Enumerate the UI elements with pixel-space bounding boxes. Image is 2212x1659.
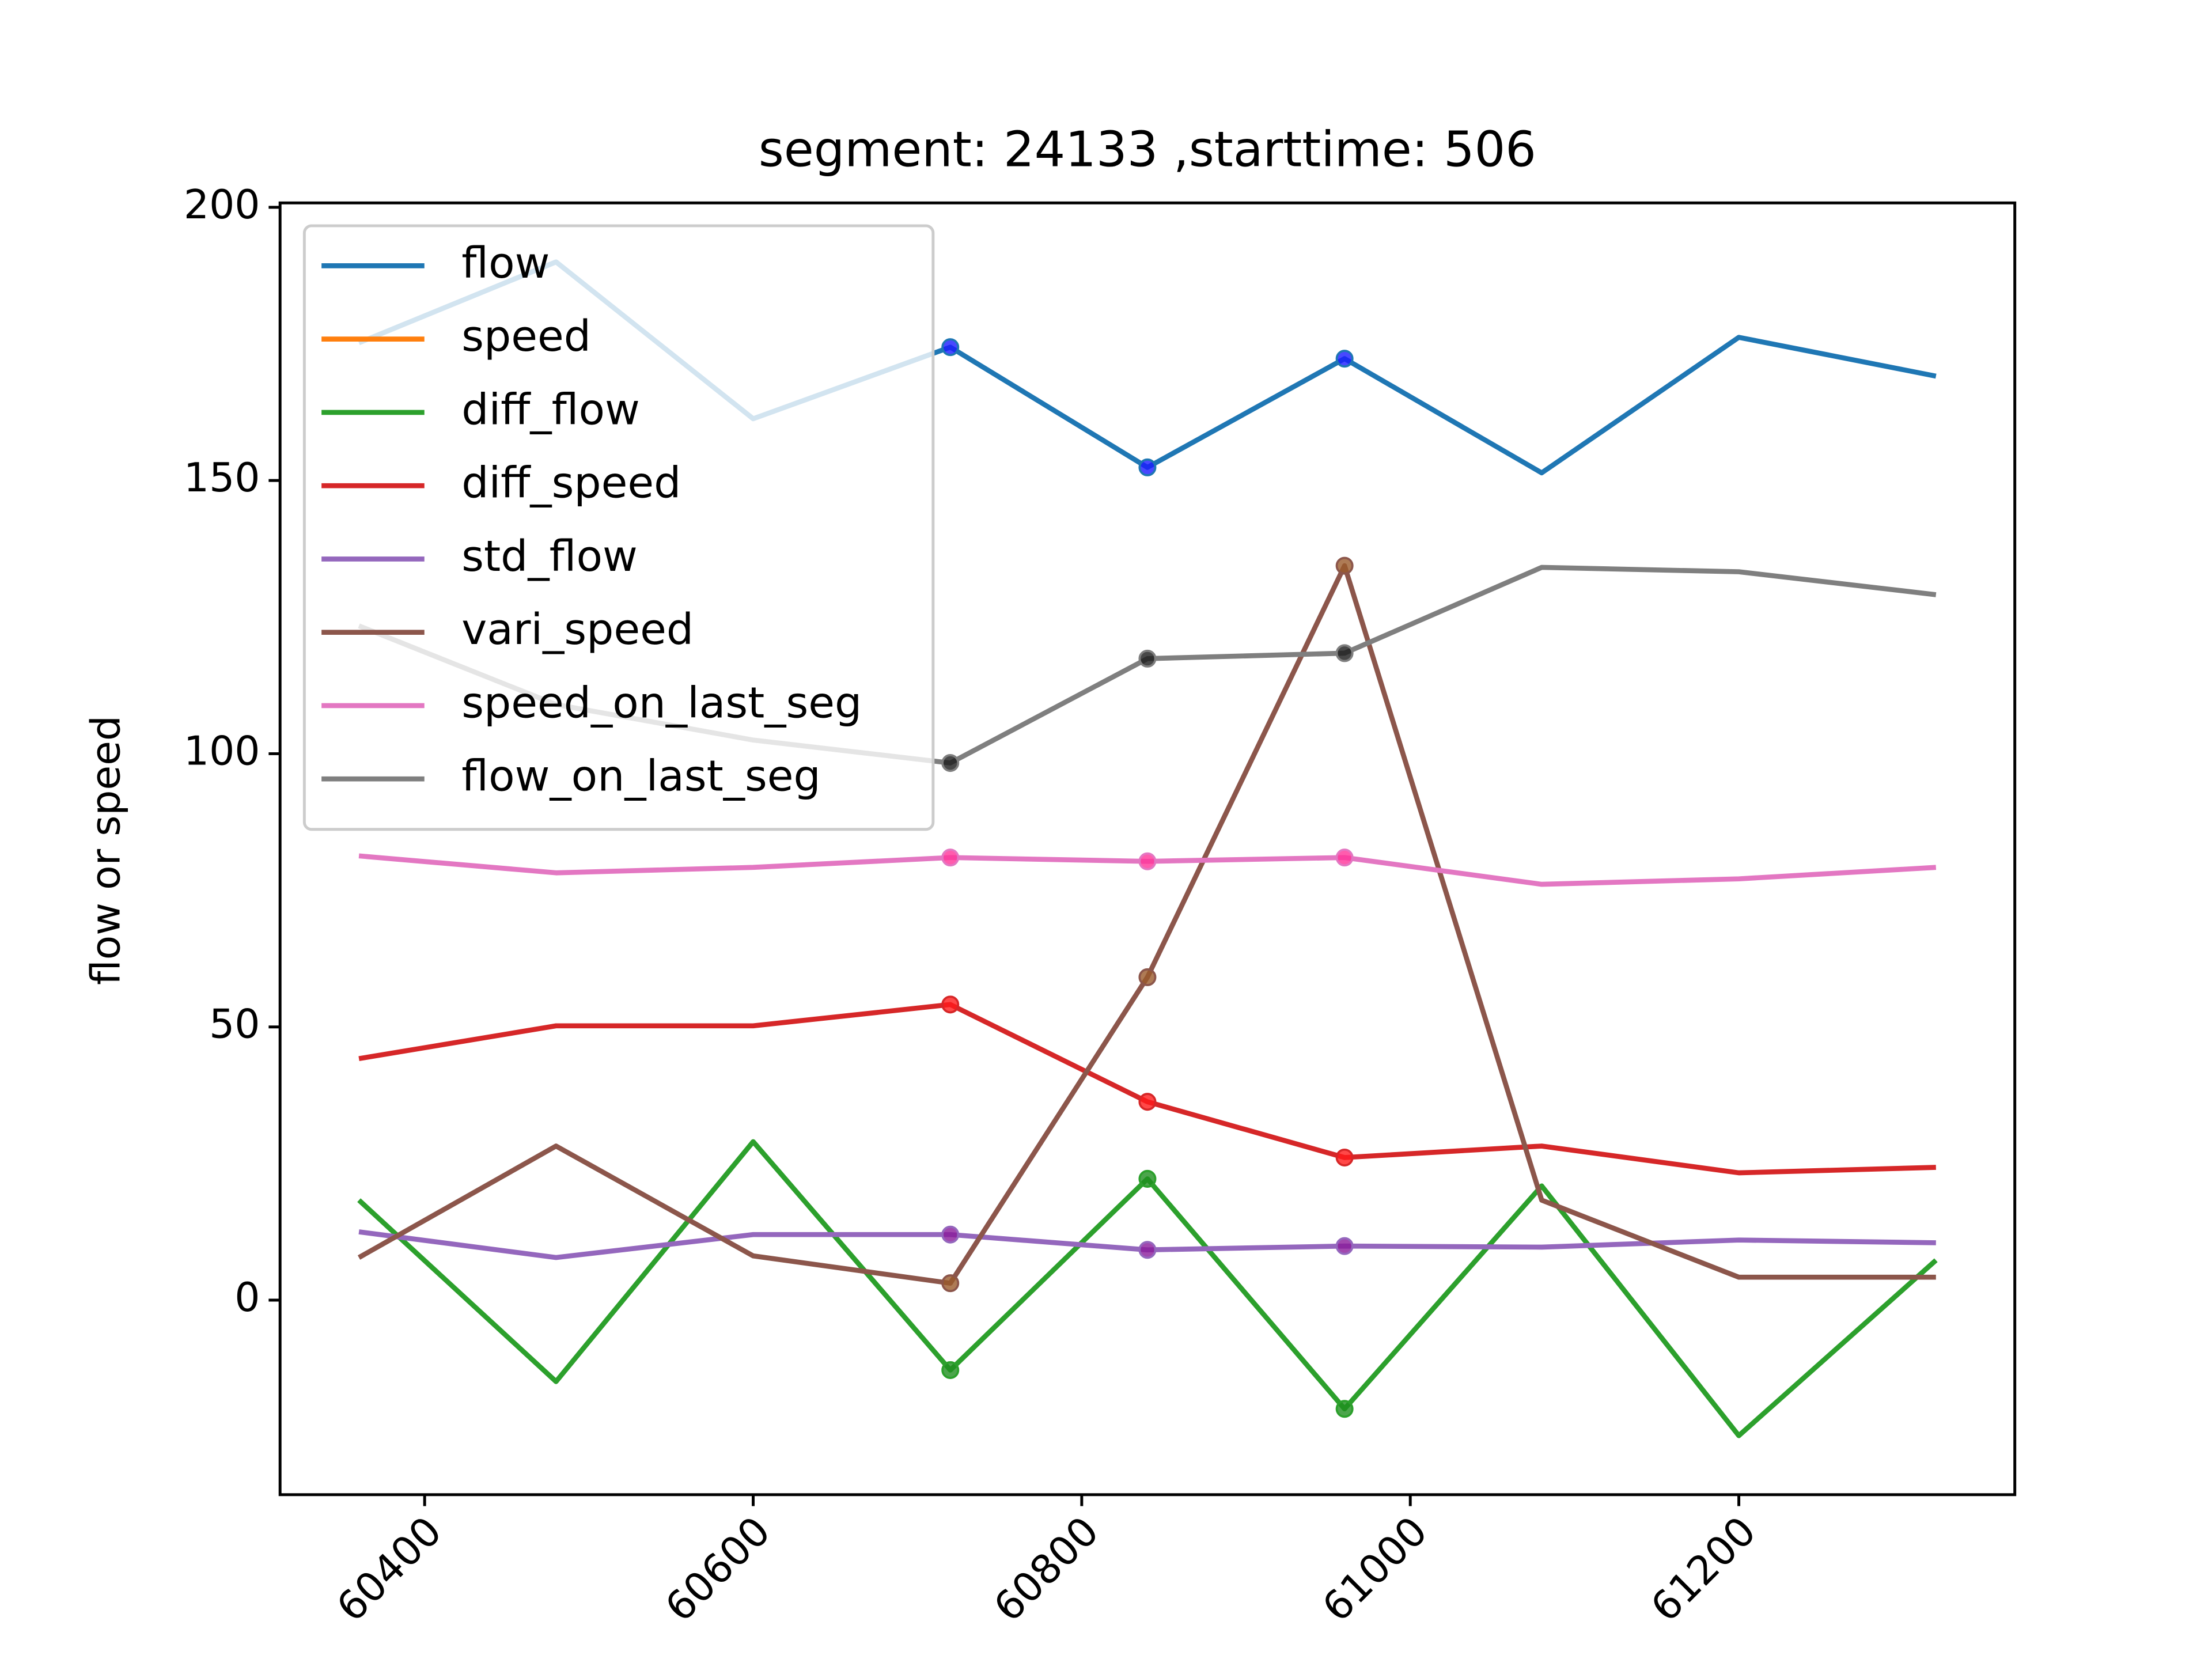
legend-label: std_flow [461, 531, 638, 581]
y-tick-label: 200 [184, 182, 260, 228]
legend-label: speed_on_last_seg [461, 677, 862, 728]
legend: flow speed diff_flow diff_speed std_flowvari… [302, 224, 935, 831]
series-marker [1138, 1241, 1157, 1259]
series-marker [1335, 644, 1354, 662]
legend-label: vari_speed [461, 604, 694, 654]
series-marker [941, 338, 960, 357]
series-marker [1335, 1148, 1354, 1166]
legend-label: diff_flow [461, 384, 640, 434]
series-marker [1138, 1093, 1157, 1111]
series-marker [941, 754, 960, 772]
series-marker [1138, 458, 1157, 476]
series-marker [941, 849, 960, 867]
legend-label: flow [461, 238, 550, 288]
y-tick-label: 150 [184, 455, 260, 501]
legend-box [302, 224, 935, 831]
legend-label: speed [461, 311, 591, 361]
series-marker [1138, 649, 1157, 668]
series-marker [941, 1225, 960, 1244]
legend-label: diff_speed [461, 458, 681, 508]
series-marker [1138, 968, 1157, 986]
series-marker [1335, 556, 1354, 575]
legend-label: flow_on_last_seg [461, 751, 821, 801]
series-marker [1335, 1237, 1354, 1255]
chart-title: segment: 24133 ,starttime: 506 [759, 121, 1536, 177]
series-marker [941, 1361, 960, 1379]
series-marker [1335, 1400, 1354, 1418]
series-marker [1335, 849, 1354, 867]
y-axis-label: flow or speed [84, 715, 130, 985]
plot-frame [278, 201, 2017, 1497]
series-marker [1138, 1169, 1157, 1188]
y-tick-label: 100 [184, 728, 260, 774]
series-marker [941, 1274, 960, 1293]
y-tick-label: 0 [234, 1275, 260, 1321]
y-tick-label: 50 [209, 1002, 260, 1048]
series-marker [1335, 350, 1354, 368]
series-marker [1138, 852, 1157, 870]
series-marker [941, 995, 960, 1014]
